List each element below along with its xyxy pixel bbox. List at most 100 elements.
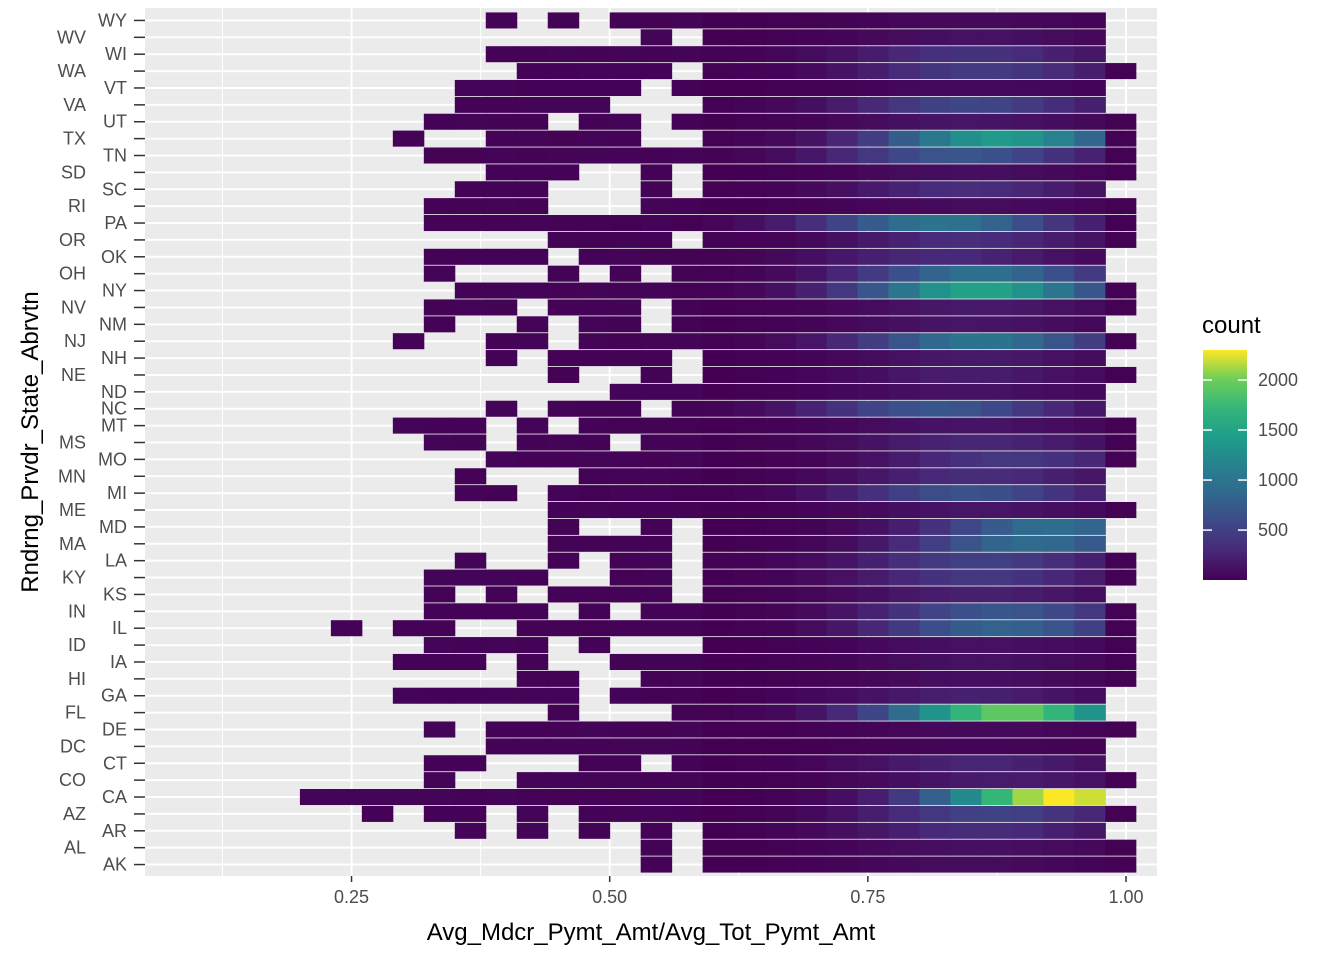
heatmap-cell	[981, 383, 1013, 400]
heatmap-cell	[950, 63, 982, 80]
heatmap-cell	[857, 721, 890, 738]
heatmap-cell	[919, 653, 951, 670]
y-tick-label: ID	[68, 635, 86, 655]
heatmap-cell	[950, 755, 982, 772]
heatmap-cell	[609, 738, 642, 755]
heatmap-cell	[857, 248, 890, 265]
heatmap-cell	[454, 282, 487, 299]
heatmap-cell	[733, 653, 766, 670]
heatmap-cell	[764, 12, 797, 29]
heatmap-cell	[795, 653, 828, 670]
heatmap-cell	[702, 316, 735, 333]
heatmap-cell	[795, 113, 828, 130]
heatmap-cell	[857, 569, 890, 586]
heatmap-cell	[578, 79, 611, 96]
heatmap-cell	[981, 518, 1013, 535]
heatmap-cell	[1074, 789, 1106, 806]
heatmap-cell	[547, 485, 580, 502]
heatmap-cell	[454, 113, 487, 130]
heatmap-cell	[516, 63, 549, 80]
heatmap-cell	[1043, 147, 1075, 164]
heatmap-cell	[1012, 29, 1044, 46]
heatmap-cell	[1043, 721, 1075, 738]
x-tick-label: 0.50	[592, 887, 627, 907]
heatmap-cell	[981, 299, 1013, 316]
heatmap-cell	[578, 400, 611, 417]
heatmap-cell	[702, 366, 735, 383]
heatmap-cell	[1012, 485, 1044, 502]
heatmap-cell	[857, 451, 890, 468]
heatmap-cell	[950, 687, 982, 704]
heatmap-cell	[547, 400, 580, 417]
heatmap-cell	[826, 603, 859, 620]
heatmap-cell	[888, 518, 920, 535]
heatmap-cell	[702, 434, 735, 451]
heatmap-cell	[1043, 198, 1075, 215]
heatmap-cell	[640, 215, 673, 232]
heatmap-cell	[888, 653, 920, 670]
heatmap-cell	[1074, 738, 1106, 755]
heatmap-cell	[454, 147, 487, 164]
heatmap-cell	[764, 113, 797, 130]
heatmap-cell	[950, 603, 982, 620]
heatmap-cell	[423, 653, 456, 670]
heatmap-cell	[795, 552, 828, 569]
heatmap-cell	[919, 704, 951, 721]
heatmap-cell	[1074, 265, 1106, 282]
heatmap-cell	[516, 215, 549, 232]
heatmap-cell	[1012, 620, 1044, 637]
heatmap-cell	[733, 637, 766, 654]
heatmap-cell	[640, 502, 673, 519]
heatmap-cell	[1105, 417, 1137, 434]
heatmap-cell	[423, 620, 456, 637]
heatmap-cell	[1012, 366, 1044, 383]
heatmap-cell	[1043, 400, 1075, 417]
heatmap-cell	[1074, 620, 1106, 637]
heatmap-cell	[919, 485, 951, 502]
heatmap-cell	[1105, 299, 1137, 316]
heatmap-cell	[1105, 130, 1137, 147]
heatmap-cell	[733, 586, 766, 603]
heatmap-cell	[795, 637, 828, 654]
heatmap-cell	[485, 569, 518, 586]
heatmap-cell	[485, 299, 518, 316]
heatmap-cell	[454, 96, 487, 113]
heatmap-cell	[640, 805, 673, 822]
heatmap-cell	[702, 113, 735, 130]
heatmap-cell	[1012, 670, 1044, 687]
y-tick-label: AZ	[63, 804, 86, 824]
heatmap-cell	[423, 299, 456, 316]
heatmap-cell	[981, 63, 1013, 80]
heatmap-cell	[671, 805, 704, 822]
heatmap-cell	[516, 789, 549, 806]
heatmap-cell	[950, 147, 982, 164]
heatmap-cell	[516, 653, 549, 670]
heatmap-cell	[826, 231, 859, 248]
heatmap-cell	[671, 417, 704, 434]
heatmap-cell	[795, 198, 828, 215]
heatmap-cell	[795, 383, 828, 400]
heatmap-cell	[888, 586, 920, 603]
heatmap-cell	[609, 502, 642, 519]
heatmap-cell	[454, 653, 487, 670]
heatmap-cell	[609, 46, 642, 63]
heatmap-cell	[888, 265, 920, 282]
heatmap-cell	[764, 299, 797, 316]
heatmap-cell	[1012, 164, 1044, 181]
heatmap-cell	[950, 586, 982, 603]
heatmap-cell	[981, 417, 1013, 434]
heatmap-cell	[640, 350, 673, 367]
heatmap-cell	[981, 113, 1013, 130]
heatmap-cell	[888, 29, 920, 46]
heatmap-cell	[764, 518, 797, 535]
heatmap-cell	[1074, 113, 1106, 130]
heatmap-cell	[1043, 231, 1075, 248]
heatmap-cell	[764, 535, 797, 552]
heatmap-cell	[826, 502, 859, 519]
heatmap-cell	[888, 485, 920, 502]
heatmap-cell	[1105, 198, 1137, 215]
heatmap-cell	[981, 789, 1013, 806]
y-tick-label: CT	[103, 753, 127, 773]
heatmap-cell	[702, 383, 735, 400]
heatmap-cell	[454, 79, 487, 96]
